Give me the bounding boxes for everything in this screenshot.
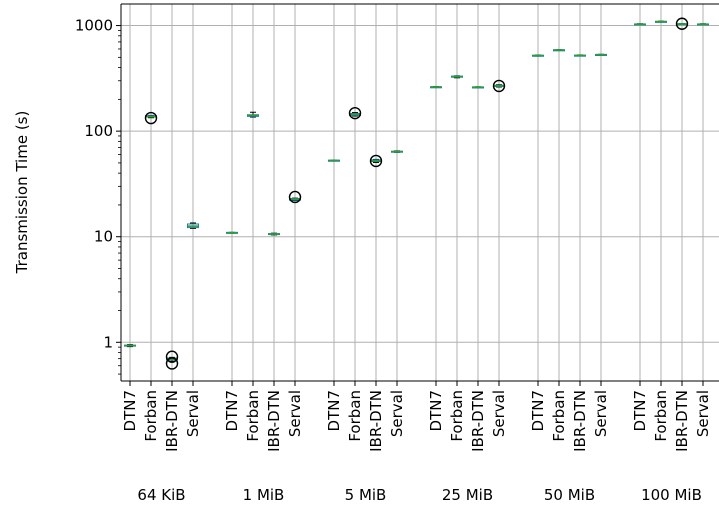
outlier-point xyxy=(288,190,302,204)
box-forban xyxy=(451,75,463,79)
axes xyxy=(116,3,719,386)
x-tick-label: Serval xyxy=(184,390,202,437)
box-dtn7 xyxy=(124,344,136,348)
box-ibr-dtn xyxy=(675,17,689,30)
box-dtn7 xyxy=(328,159,340,162)
x-tick-label: Serval xyxy=(694,390,712,437)
x-tick-label: Serval xyxy=(286,390,304,437)
x-tick-labels: DTN7 Forban IBR-DTN Serval DTN7 Forban IBR-DTN… xyxy=(121,390,712,452)
x-tick-label: Forban xyxy=(142,390,160,442)
grid-lines xyxy=(121,4,719,381)
x-tick-label: DTN7 xyxy=(223,390,241,431)
box-ibr-dtn xyxy=(165,350,179,370)
y-tick-label: 100 xyxy=(84,122,113,140)
group-labels: 64 KiB 1 MiB 5 MiB 25 MiB 50 MiB 100 MiB xyxy=(137,486,701,504)
y-tick-label: 1000 xyxy=(75,17,113,35)
box-forban xyxy=(144,111,158,125)
group-label: 5 MiB xyxy=(345,486,387,504)
box-ibr-dtn xyxy=(268,232,280,236)
x-tick-label: DTN7 xyxy=(121,390,139,431)
box-serval xyxy=(492,79,506,93)
box-dtn7 xyxy=(532,54,544,57)
x-tick-label: DTN7 xyxy=(325,390,343,431)
outlier-point xyxy=(492,79,506,93)
box-ibr-dtn xyxy=(369,154,383,168)
x-tick-label: Forban xyxy=(652,390,670,442)
box-serval xyxy=(187,222,199,229)
box-ibr-dtn xyxy=(472,86,484,89)
group-label: 1 MiB xyxy=(243,486,285,504)
group-label: 100 MiB xyxy=(641,486,702,504)
group-label: 25 MiB xyxy=(442,486,493,504)
box-forban xyxy=(655,20,667,23)
x-tick-label: DTN7 xyxy=(631,390,649,431)
y-axis-label: Transmission Time (s) xyxy=(13,111,31,275)
x-tick-label: Serval xyxy=(592,390,610,437)
y-tick-label: 10 xyxy=(94,228,113,246)
x-tick-label: Serval xyxy=(490,390,508,437)
box-serval xyxy=(697,23,709,26)
x-tick-label: IBR-DTN xyxy=(163,390,181,452)
box-forban xyxy=(553,49,565,52)
group-label: 64 KiB xyxy=(137,486,185,504)
box-dtn7 xyxy=(226,231,238,234)
box-forban xyxy=(348,106,362,120)
x-tick-label: Serval xyxy=(388,390,406,437)
outlier-point xyxy=(144,111,158,125)
box-dtn7 xyxy=(430,86,442,89)
x-tick-label: Forban xyxy=(244,390,262,442)
x-tick-label: Forban xyxy=(346,390,364,442)
x-tick-label: IBR-DTN xyxy=(265,390,283,452)
group-label: 50 MiB xyxy=(544,486,595,504)
box-serval xyxy=(288,190,302,204)
x-tick-label: DTN7 xyxy=(427,390,445,431)
x-tick-label: IBR-DTN xyxy=(571,390,589,452)
box-serval xyxy=(595,53,607,56)
box-forban xyxy=(247,111,259,118)
outlier-point xyxy=(165,350,179,363)
outlier-point xyxy=(675,17,689,30)
x-tick-label: Forban xyxy=(448,390,466,442)
x-tick-label: IBR-DTN xyxy=(469,390,487,452)
y-tick-labels: 1 10 100 1000 xyxy=(75,17,113,352)
outlier-point xyxy=(369,154,383,168)
box-ibr-dtn xyxy=(574,54,586,57)
x-tick-label: Forban xyxy=(550,390,568,442)
box-serval xyxy=(391,150,403,153)
y-tick-label: 1 xyxy=(103,333,113,351)
box-dtn7 xyxy=(634,23,646,26)
x-tick-label: DTN7 xyxy=(529,390,547,431)
x-tick-label: IBR-DTN xyxy=(673,390,691,452)
outlier-point xyxy=(165,357,179,370)
x-tick-label: IBR-DTN xyxy=(367,390,385,452)
box-plot-series xyxy=(124,17,709,370)
outlier-point xyxy=(348,106,362,120)
